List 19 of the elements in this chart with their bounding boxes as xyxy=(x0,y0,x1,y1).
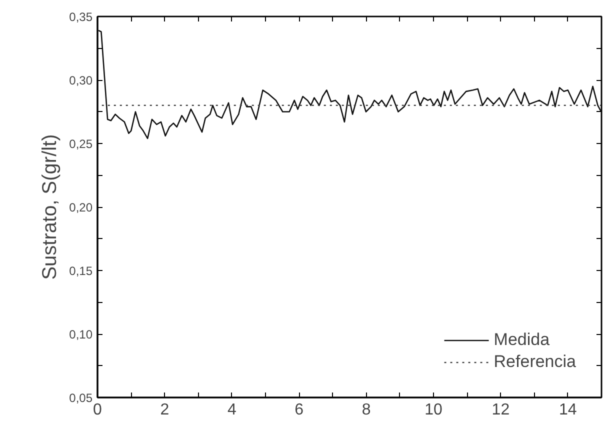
x-tick-label: 2 xyxy=(160,402,170,418)
legend-label: Medida xyxy=(494,330,550,350)
y-tick-label: 0,25 xyxy=(69,137,93,151)
x-tick-label: 4 xyxy=(227,402,236,418)
y-tick-label: 0,20 xyxy=(69,200,93,214)
y-tick-label: 0,30 xyxy=(69,74,93,88)
x-tick-label: 8 xyxy=(362,402,371,418)
y-tick-label: 0,15 xyxy=(69,264,93,278)
legend-label: Referencia xyxy=(494,352,576,372)
y-tick-label: 0,10 xyxy=(69,328,93,342)
x-tick-label: 0 xyxy=(93,402,102,418)
y-tick-label: 0,35 xyxy=(69,10,93,24)
y-tick-label: 0,05 xyxy=(69,391,93,405)
x-tick-label: 14 xyxy=(559,402,577,418)
x-tick-label: 6 xyxy=(294,402,304,418)
line-series xyxy=(98,30,602,140)
x-tick-label: 10 xyxy=(424,402,442,418)
x-tick-label: 12 xyxy=(492,402,510,418)
y-axis-title: Sustrato, S(gr/lt) xyxy=(39,134,62,280)
